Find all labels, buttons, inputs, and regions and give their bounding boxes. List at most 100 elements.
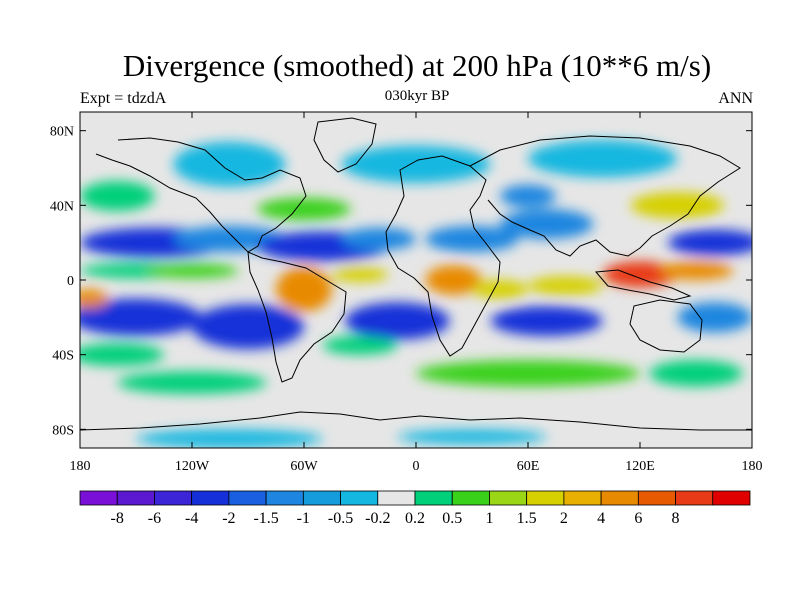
colorbar-label: 1: [485, 510, 493, 527]
colorbar-label: 0.2: [405, 510, 425, 527]
coastline-europe-africa: [385, 155, 501, 357]
contour-region: [145, 263, 239, 279]
y-tick-label: 0: [67, 274, 74, 289]
colorbar-box: [265, 490, 304, 506]
colorbar-box: [116, 490, 155, 506]
contour-region: [500, 184, 556, 208]
x-tick-label: 120E: [625, 459, 655, 474]
contour-region: [490, 306, 603, 337]
colorbar-box: [154, 490, 193, 506]
contour-region: [173, 141, 286, 187]
longitude-axis: 180 120W 60W 0 60E 120E 180: [70, 112, 763, 474]
colorbar-boxes: [79, 490, 751, 506]
colorbar-box: [712, 490, 751, 506]
x-tick-label: 0: [413, 459, 420, 474]
contour-region: [276, 266, 332, 312]
coastline-australia: [629, 299, 703, 353]
contour-region: [397, 429, 547, 445]
experiment-label: Expt = tdzdA: [80, 90, 167, 107]
contour-region: [630, 192, 724, 219]
coastline-greenland: [313, 117, 377, 173]
colorbar-label: 1.5: [517, 510, 537, 527]
contour-region: [341, 227, 416, 251]
y-tick-label: 80S: [52, 423, 74, 438]
colorbar-label: 6: [634, 510, 642, 527]
colorbar-box: [637, 490, 676, 506]
contour-region: [332, 266, 388, 282]
contour-region: [80, 181, 155, 211]
contour-region: [528, 140, 678, 178]
divergence-map: 180 120W 60W 0 60E 120E 180 80N 40N 0 40S 80S: [50, 111, 763, 474]
contour-region: [425, 225, 519, 252]
coastline-maritime-continent: [594, 269, 692, 301]
season-label: ANN: [718, 90, 753, 107]
y-tick-label: 40N: [50, 199, 74, 214]
contour-region: [80, 298, 202, 336]
contour-region: [173, 225, 286, 252]
colorbar-box: [414, 490, 453, 506]
colorbar-label: -0.2: [365, 510, 390, 527]
contour-region: [117, 371, 267, 394]
map-title: Divergence (smoothed) at 200 hPa (10**6 …: [122, 48, 712, 83]
colorbar-box: [302, 490, 341, 506]
colorbar-box: [600, 490, 639, 506]
contour-region: [677, 302, 752, 333]
y-tick-label: 80N: [50, 125, 74, 140]
field-layer: [80, 112, 752, 448]
contour-region: [341, 145, 491, 183]
colorbar-label: -1: [297, 510, 310, 527]
contour-region: [80, 343, 164, 366]
contour-region: [192, 304, 304, 350]
coastline-north-america: [95, 137, 307, 253]
contour-region: [345, 302, 450, 340]
colorbar-labels: -8 -6 -4 -2 -1.5 -1 -0.5 -0.2 0.2 0.5 1 1.5 2 4 6 8: [111, 510, 680, 527]
contour-region: [322, 336, 398, 355]
coastline-asia: [469, 135, 741, 257]
x-tick-label: 120W: [175, 459, 210, 474]
colorbar-label: 0.5: [442, 510, 462, 527]
colorbar-label: -6: [148, 510, 161, 527]
contour-region: [472, 280, 528, 299]
colorbar-label: -4: [185, 510, 198, 527]
contour-region: [668, 229, 752, 256]
colorbar-label: -8: [111, 510, 124, 527]
contour-region: [500, 209, 594, 239]
time-period-label: 030kyr BP: [384, 88, 450, 104]
colorbar-box: [526, 490, 565, 506]
contour-region: [257, 197, 351, 221]
contour-region: [649, 360, 743, 387]
x-tick-label: 180: [70, 459, 91, 474]
x-tick-label: 180: [742, 459, 763, 474]
colorbar-label: -0.5: [328, 510, 353, 527]
coastline-antarctica: [80, 411, 752, 431]
coastlines: [80, 117, 752, 431]
divergence-contours: [80, 140, 752, 448]
y-tick-label: 40S: [52, 349, 74, 364]
colorbar-label: 2: [560, 510, 568, 527]
contour-region: [528, 276, 603, 295]
colorbar-box: [377, 490, 416, 506]
contour-region: [658, 261, 734, 280]
colorbar-box: [451, 490, 490, 506]
contour-region: [136, 429, 323, 448]
coastline-south-america: [247, 251, 347, 383]
contour-region: [416, 360, 640, 387]
latitude-axis: 80N 40N 0 40S 80S: [50, 125, 752, 438]
colorbar-box: [675, 490, 714, 506]
contour-region: [80, 289, 108, 308]
colorbar-box: [340, 490, 379, 506]
colorbar-box: [489, 490, 528, 506]
x-tick-label: 60E: [517, 459, 540, 474]
colorbar-label: -2: [222, 510, 235, 527]
colorbar-box: [79, 490, 118, 506]
colorbar-label: -1.5: [253, 510, 278, 527]
x-tick-label: 60W: [290, 459, 318, 474]
colorbar-box: [191, 490, 230, 506]
colorbar-label: 4: [597, 510, 605, 527]
contour-region: [602, 261, 678, 288]
colorbar-label: 8: [672, 510, 680, 527]
contour-region: [425, 265, 482, 295]
colorbar-box: [228, 490, 267, 506]
colorbar-box: [563, 490, 602, 506]
